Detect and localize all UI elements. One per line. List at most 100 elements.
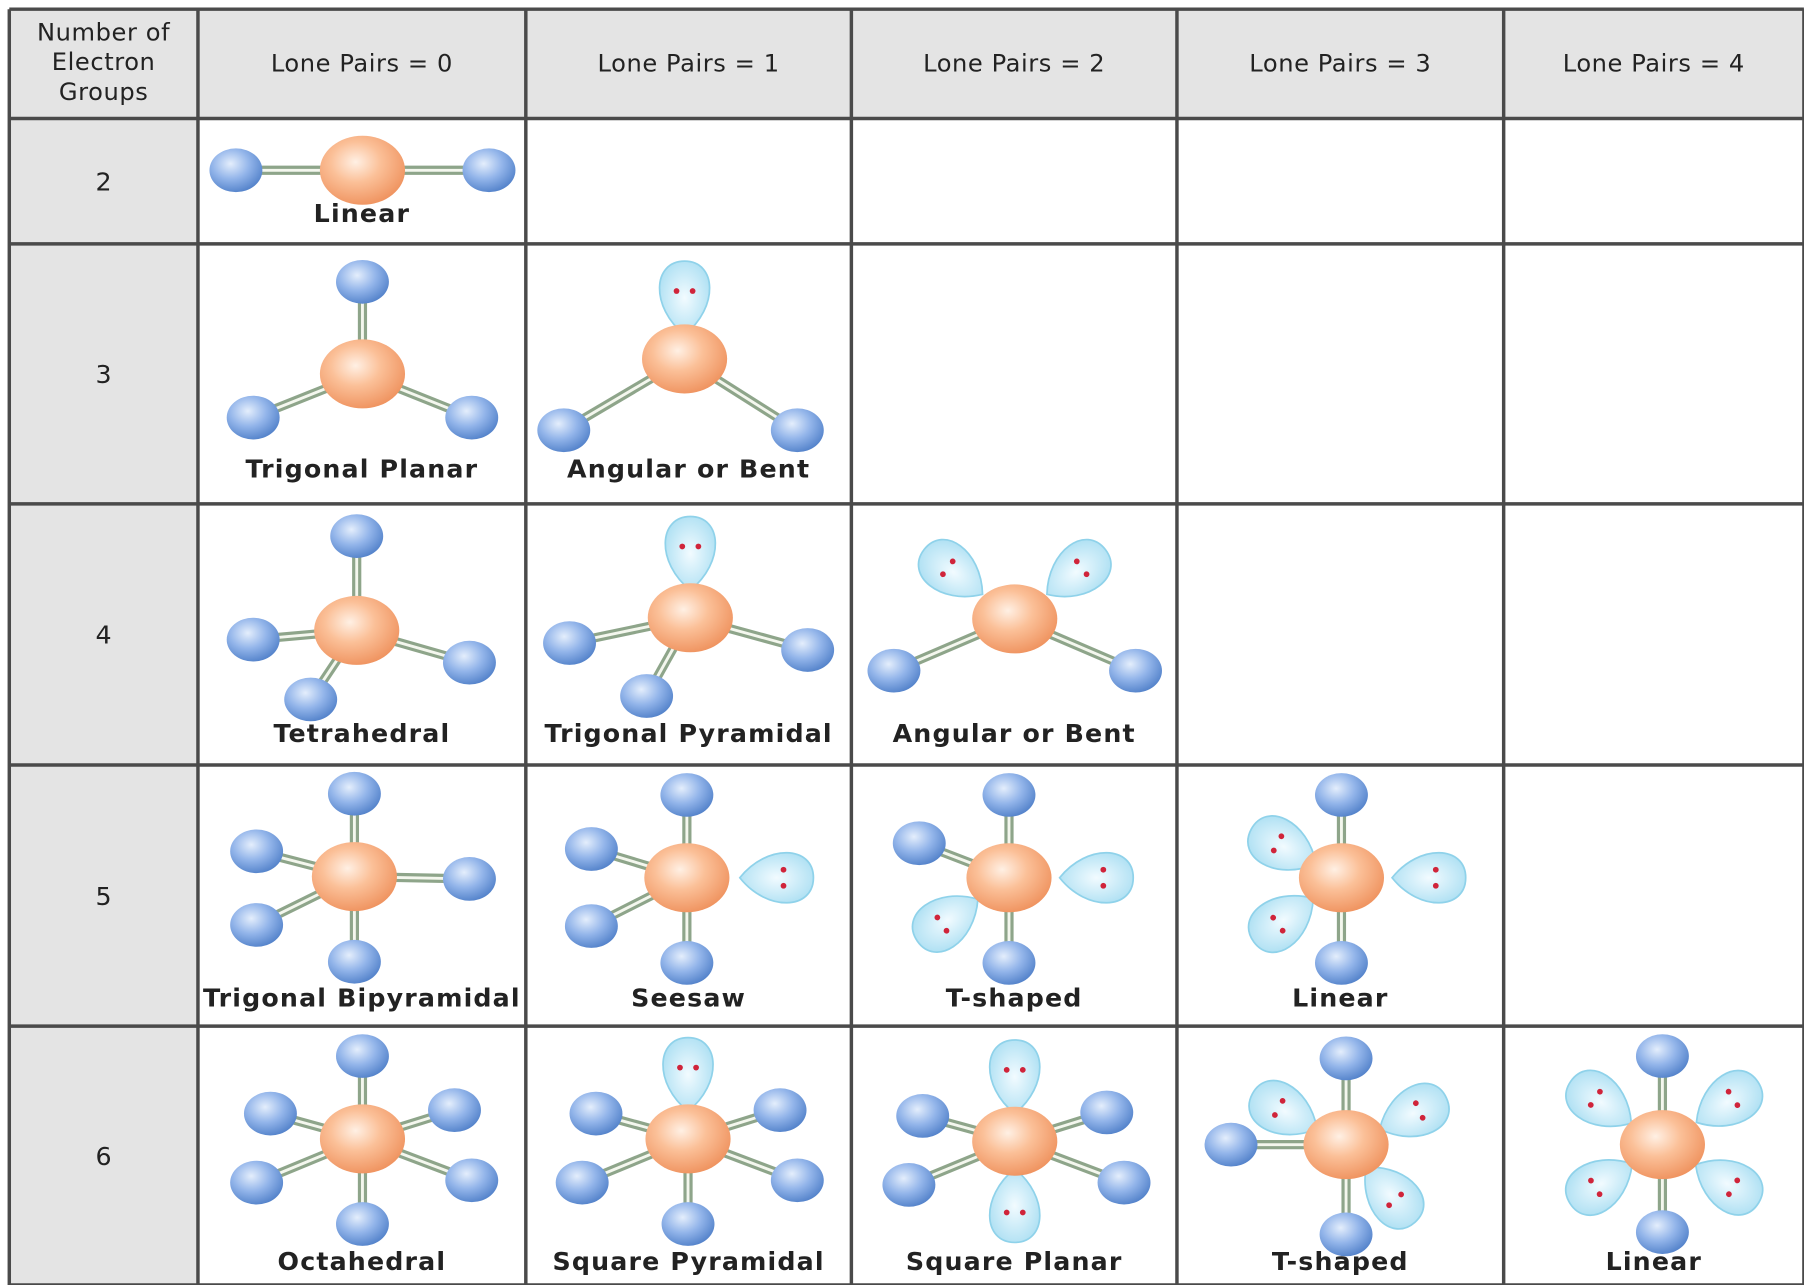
group-column-bg — [9, 118, 198, 1285]
ligand-atom — [770, 1158, 824, 1203]
shape-name: Angular or Bent — [567, 454, 810, 483]
lone-pair-lobe — [662, 1036, 714, 1113]
ligand-atom — [982, 941, 1036, 985]
shape-name: Octahedral — [278, 1247, 447, 1276]
electron — [1003, 1066, 1010, 1073]
electron — [1725, 1088, 1732, 1095]
electron — [689, 288, 696, 294]
lone-pair-lobe — [1565, 1069, 1633, 1128]
lone-pair-lobe — [1058, 851, 1135, 904]
column-header: Lone Pairs = 4 — [1563, 49, 1745, 77]
lone-pair — [1695, 1069, 1764, 1127]
molecule — [209, 135, 516, 205]
lone-pair — [1247, 894, 1315, 954]
shape-name: Trigonal Pyramidal — [544, 719, 832, 748]
electron — [693, 1064, 699, 1071]
lone-pair-lobe — [988, 1039, 1041, 1115]
ligand-atom — [330, 514, 384, 558]
electron — [1398, 1191, 1405, 1198]
molecule — [226, 514, 496, 722]
ligand-atom — [1109, 648, 1162, 693]
electron — [1019, 1066, 1026, 1073]
lone-pair — [917, 538, 984, 598]
ligand-atom — [442, 857, 496, 901]
electron — [1734, 1177, 1741, 1184]
shape-name: T-shaped — [1272, 1247, 1409, 1276]
ligand-atom — [537, 408, 591, 453]
molecule — [1247, 773, 1467, 985]
lone-pair — [1694, 1159, 1764, 1216]
shape-name: Seesaw — [631, 984, 746, 1013]
electron — [1432, 866, 1439, 873]
lone-pair — [1058, 851, 1135, 904]
electron — [1279, 1097, 1286, 1104]
electron — [673, 288, 680, 294]
molecule — [892, 773, 1135, 985]
ligand-atom — [230, 903, 284, 947]
electron — [780, 866, 787, 873]
corner-header: Number of — [37, 18, 170, 46]
lone-pair-lobe — [1248, 1079, 1319, 1136]
ligand-atom — [564, 904, 618, 948]
column-header: Lone Pairs = 2 — [923, 49, 1105, 77]
lone-pair — [1564, 1159, 1634, 1216]
lone-pair-lobe — [1247, 894, 1315, 954]
group-count: 4 — [96, 621, 112, 650]
ligand-atom — [1635, 1210, 1689, 1254]
ligand-atom — [1319, 1212, 1373, 1257]
lone-pair — [658, 260, 711, 336]
ligand-atom — [1097, 1160, 1151, 1205]
ligand-atom — [1635, 1034, 1689, 1078]
electron — [943, 927, 950, 934]
ligand-atom — [660, 941, 714, 985]
shape-name: Square Pyramidal — [553, 1247, 825, 1276]
ligand-atom — [209, 148, 263, 193]
electron — [949, 558, 956, 565]
lone-pair-lobe — [1694, 1159, 1764, 1216]
shape-name: T-shaped — [946, 984, 1083, 1013]
group-count: 5 — [96, 882, 112, 911]
central-atom — [319, 135, 406, 205]
central-atom — [1619, 1110, 1705, 1180]
shape-name: Linear — [1292, 984, 1388, 1013]
ligand-atom — [660, 773, 714, 817]
shape-name: Trigonal Planar — [246, 454, 479, 483]
molecule — [555, 1036, 824, 1246]
molecule — [543, 515, 835, 718]
molecule — [1204, 1036, 1450, 1257]
group-count: 3 — [96, 360, 112, 389]
electron — [1270, 847, 1277, 854]
central-atom — [966, 843, 1052, 913]
column-header: Lone Pairs = 3 — [1249, 49, 1431, 77]
ligand-atom — [336, 1202, 389, 1246]
electron — [1734, 1102, 1741, 1109]
molecule — [230, 771, 496, 984]
central-atom — [1303, 1110, 1389, 1180]
molecule — [537, 260, 824, 453]
ligand-atom — [243, 1091, 297, 1136]
ligand-atom — [753, 1088, 807, 1132]
ligand-atom — [564, 827, 618, 871]
ligand-atom — [428, 1088, 481, 1132]
lone-pair — [662, 1036, 714, 1113]
shape-name: Tetrahedral — [273, 719, 450, 748]
electron — [1073, 558, 1080, 565]
lone-pair — [1247, 815, 1318, 871]
shape-name: Linear — [1606, 1247, 1702, 1276]
molecule — [230, 1034, 499, 1246]
lone-pair — [988, 1167, 1041, 1244]
lone-pair — [1390, 851, 1467, 904]
electron — [1083, 571, 1090, 578]
ligand-atom — [1080, 1090, 1134, 1135]
ligand-atom — [226, 617, 280, 662]
central-atom — [644, 843, 730, 913]
electron — [1278, 833, 1285, 840]
ligand-atom — [327, 939, 381, 984]
electron — [1019, 1209, 1026, 1216]
lone-pair — [911, 895, 979, 953]
electron — [1279, 927, 1286, 934]
lone-pair-lobe — [917, 538, 984, 598]
ligand-atom — [445, 1158, 499, 1203]
ligand-atom — [569, 1091, 623, 1136]
